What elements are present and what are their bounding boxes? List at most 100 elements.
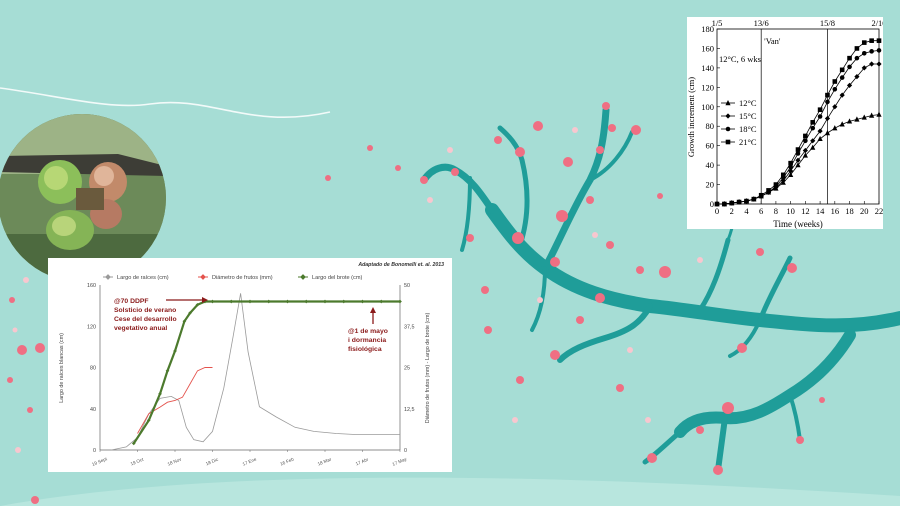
series-point [795,157,801,163]
y-tick-label: 120 [701,82,714,92]
annotation-2-line: fisiológica [348,346,382,353]
series-point [379,299,384,304]
series-point [758,192,764,198]
series-point [839,67,845,73]
series-point [195,302,200,307]
series-point [773,182,779,187]
series-line-1 [137,367,213,434]
series-point [869,49,874,54]
series-point [722,201,727,207]
annotation-2-line: @1 de mayo [348,328,388,335]
series-point [839,92,845,98]
y-tick-label: 80 [90,366,96,372]
y-right-tick-label: 25 [404,366,410,372]
series-point [182,319,187,324]
x-tick-label: 18 Mar [317,456,333,466]
series-point [802,147,808,154]
legend-marker [300,274,306,280]
series-point [323,299,327,304]
x-tick-label: 17 May [392,456,408,467]
y-tick-label: 60 [706,141,715,151]
series-point [788,164,793,170]
series-point [854,116,860,122]
series-point [751,196,757,202]
growth-increment-chart: 0 20 40 60 80 100 120 140 160 180 0 2 4 6 8 10 12 14 16 18 2… [686,17,887,229]
series-point [810,120,816,125]
series-point [839,75,845,80]
x-tick-label: 19 Sept [91,456,108,467]
legend-marker [725,139,731,145]
annotation-1-line: @70 DDPF [114,298,149,305]
series-point [861,40,867,45]
x-tick-label: 14 [816,206,825,216]
y-tick-label: 140 [701,63,714,73]
date-marker-label: 13/6 [754,18,769,28]
series-point [832,104,838,110]
x-tick-label: 19 Oct [130,456,145,466]
x-tick-label: 6 [759,206,763,216]
y-right-tick-label: 37,5 [404,324,415,330]
annotation-2-line: i dormancia [348,337,386,344]
legend-label: Largo de raíces (cm) [117,275,169,281]
y-tick-label: 0 [93,448,96,454]
date-marker-label: 2/10 [871,18,883,28]
series-point [824,130,831,136]
series-point [146,418,151,423]
series-point [802,152,808,158]
y-tick-label: 100 [701,102,714,112]
series-point [854,46,860,51]
x-axis-label: Time (weeks) [773,219,822,229]
y-right-tick-label: 0 [404,448,407,454]
series-point [229,299,234,304]
legend-label: Largo del brote (cm) [312,275,363,281]
series-point [832,125,838,131]
x-tick-label: 18 [845,206,854,216]
series-point [341,299,346,304]
series-point [736,199,742,205]
chart-2-svg: 0 20 40 60 80 100 120 140 160 180 0 2 4 6 8 10 12 14 16 18 2… [686,18,887,229]
y-tick-label: 160 [87,283,96,289]
series-point [869,61,875,67]
series-point [869,112,875,118]
x-tick-label: 12 [801,206,810,216]
inset-label: 12°C, 6 wks [719,54,761,64]
y-tick-label: 120 [87,324,96,330]
series-point [825,92,830,98]
series-point [854,55,860,61]
series-point [847,55,852,61]
y-axis-label: Growth increment (cm) [687,77,696,157]
series-point [817,114,823,119]
series-point [869,38,874,43]
chart-attribution: Adaptado de Bonomelli et. al. 2013 [357,262,444,268]
x-tick-label: 16 Feb [279,456,295,466]
series-point [847,64,852,70]
annotation-1-line: vegetativo anual [114,325,167,332]
legend-label: Diámetro de frutos (mm) [212,275,273,281]
series-point [846,82,853,88]
legend-marker [725,126,731,132]
x-tick-label: 18 Dic [205,457,220,467]
series-point [817,107,823,112]
y-tick-label: 80 [706,121,715,131]
series-point [285,299,290,304]
series-point [803,138,808,144]
series-point [876,38,882,43]
x-tick-label: 22 [875,206,883,216]
series-point [248,299,252,304]
y-tick-label: 180 [701,24,714,34]
series-point [165,368,170,373]
y-axis-label: Largo de raíces blancas (cm) [59,333,65,403]
legend-label: 15°C [739,111,757,121]
series-point [795,162,801,168]
chart-1-svg: Adaptado de Bonomelli et. al. 2013 Largo … [59,262,444,467]
series-point [266,299,271,304]
series-point [861,51,867,56]
series-point [876,61,882,67]
series-line-2 [132,300,400,444]
series-line-1 [717,63,879,205]
y-tick-label: 160 [701,43,714,53]
x-tick-label: 17 Abr [355,457,370,467]
y-tick-label: 20 [706,180,715,190]
series-point [810,125,816,131]
y-right-tick-label: 50 [404,283,410,289]
